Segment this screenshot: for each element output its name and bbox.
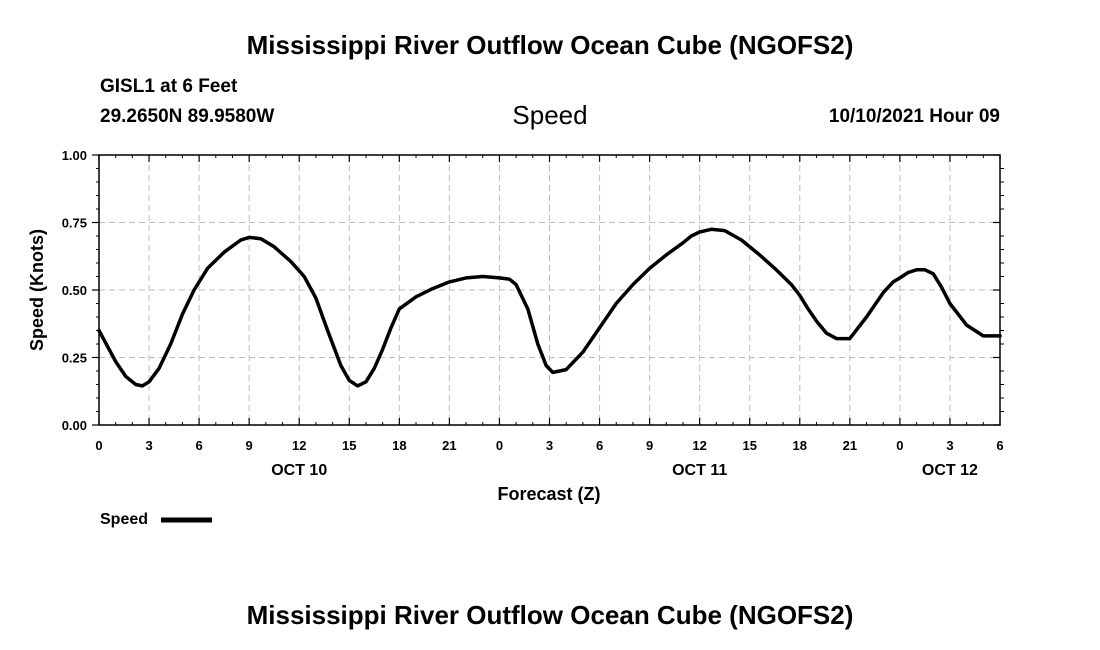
x-tick-label: 3 — [946, 438, 953, 453]
x-date-label: OCT 11 — [672, 462, 727, 479]
x-tick-label: 12 — [292, 438, 306, 453]
x-tick-label: 3 — [546, 438, 553, 453]
y-tick-label: 0.75 — [62, 216, 87, 231]
forecast-datetime: 10/10/2021 Hour 09 — [828, 106, 1000, 127]
chart-title: Mississippi River Outflow Ocean Cube (NG… — [246, 30, 854, 60]
x-tick-label: 15 — [742, 438, 756, 453]
x-tick-label: 15 — [342, 438, 356, 453]
chart-tick-labels: 0 3 6 9 12 15 18 21 0 3 6 9 12 15 18 21 0 3 6 0.00 0.25 0.50 0… — [62, 148, 1004, 479]
chart-grid — [99, 155, 1000, 425]
legend-label: Speed — [100, 511, 148, 528]
x-tick-label: 9 — [246, 438, 253, 453]
chart-ticks — [92, 154, 1004, 426]
speed-series-line — [97, 227, 1002, 388]
x-tick-label: 0 — [896, 438, 903, 453]
x-tick-label: 0 — [95, 438, 102, 453]
x-tick-label: 21 — [843, 438, 857, 453]
station-coordinates: 29.2650N 89.9580W — [100, 106, 275, 127]
x-tick-label: 18 — [392, 438, 406, 453]
y-axis-title: Speed (Knots) — [27, 229, 47, 351]
x-tick-label: 12 — [692, 438, 706, 453]
x-tick-label: 0 — [496, 438, 503, 453]
x-date-label: OCT 12 — [922, 462, 978, 479]
y-tick-label: 1.00 — [62, 148, 87, 163]
y-tick-label: 0.25 — [62, 351, 87, 366]
x-tick-label: 6 — [195, 438, 202, 453]
x-tick-label: 18 — [793, 438, 807, 453]
y-tick-label: 0.50 — [62, 283, 87, 298]
y-tick-label: 0.00 — [62, 418, 87, 433]
x-tick-label: 9 — [646, 438, 653, 453]
variable-heading: Speed — [512, 100, 588, 130]
x-axis-title: Forecast (Z) — [497, 484, 600, 504]
x-tick-label: 21 — [442, 438, 456, 453]
x-date-label: OCT 10 — [271, 462, 327, 479]
station-label: GISL1 at 6 Feet — [100, 76, 238, 97]
footer-title: Mississippi River Outflow Ocean Cube (NG… — [246, 600, 854, 630]
x-tick-label: 6 — [996, 438, 1003, 453]
x-tick-label: 3 — [145, 438, 152, 453]
x-tick-label: 6 — [596, 438, 603, 453]
